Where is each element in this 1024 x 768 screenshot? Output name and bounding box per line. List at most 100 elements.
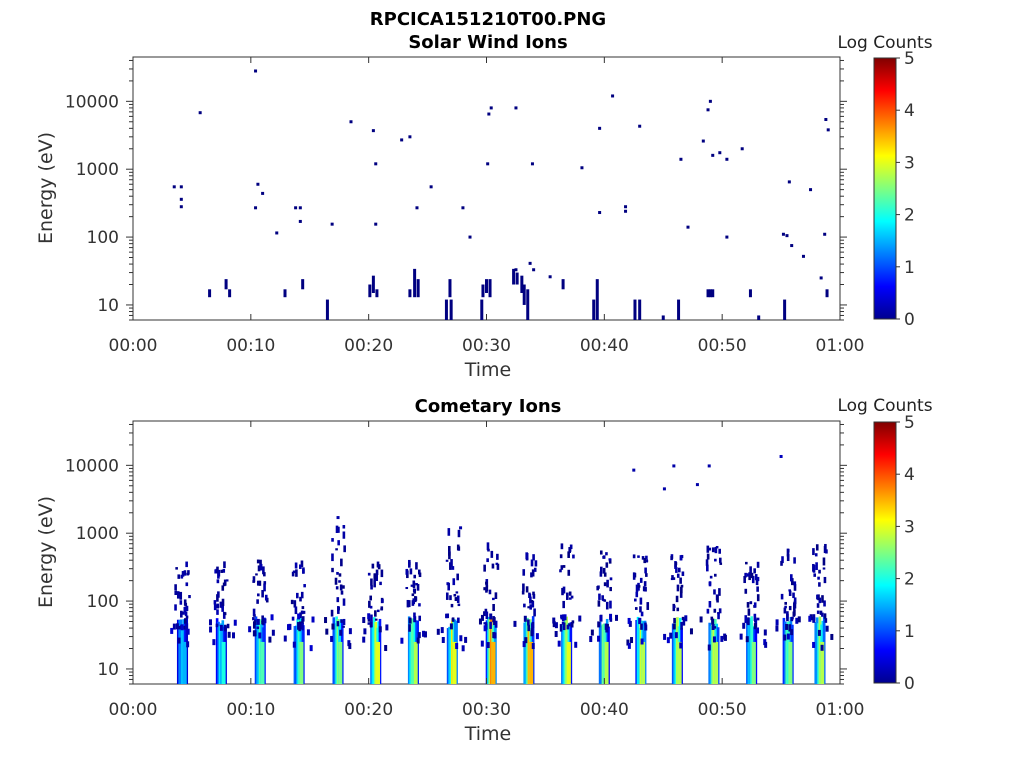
burst-pixel [343,545,346,553]
burst-pixel [681,616,685,620]
burst-pixel [531,623,534,630]
burst-pixel [708,547,712,551]
burst-pixel [663,633,667,640]
burst-pixel [405,586,409,590]
burst-pixel [637,555,640,558]
burst-pixel [788,590,792,596]
burst-pixel [682,618,686,626]
burst-pixel [299,596,302,602]
burst-pixel [569,597,572,600]
data-column [748,289,752,298]
burst-pixel [342,525,346,529]
data-pixel [528,261,532,265]
data-layer-cometary [170,454,834,684]
burst-pixel [560,565,564,570]
burst-pixel [331,567,334,573]
burst-core [708,622,711,684]
data-column [522,284,526,305]
data-pixel [172,185,176,189]
burst-pixel [423,631,427,638]
burst-pixel [298,624,302,629]
burst-pixel [256,580,260,586]
burst-pixel [793,581,797,586]
burst-pixel [485,587,488,593]
burst-pixel [646,602,650,610]
burst-pixel [567,551,570,558]
burst-pixel [525,586,529,593]
burst-pixel [336,571,339,575]
burst-pixel [216,594,219,602]
burst-pixel [176,591,180,599]
burst-pixel [174,590,178,596]
burst-pixel [599,550,603,555]
burst-pixel [222,582,226,587]
burst-pixel [817,576,820,580]
data-pixel [459,526,463,530]
burst-pixel [180,574,184,579]
data-column [561,279,565,290]
burst-pixel [232,632,236,639]
burst-pixel [226,623,230,629]
burst-pixel [271,629,275,636]
burst-pixel [223,625,227,632]
burst-pixel [675,567,678,573]
burst-pixel [535,633,539,640]
burst-pixel [283,635,287,642]
burst-core [220,623,223,684]
burst-core [671,623,675,684]
burst-pixel [258,632,262,639]
data-pixel [611,94,615,98]
ticks-solar-wind: 00:00 00:10 00:20 00:30 00:40 00:50 01:00 10 100… [65,57,865,356]
burst-pixel [786,553,790,562]
burst-pixel [699,616,703,623]
burst-pixel [775,619,779,626]
burst-core [598,621,602,684]
data-pixel [374,222,378,226]
burst-pixel [562,622,566,631]
burst-pixel [451,618,455,621]
burst-core [748,618,752,684]
burst-pixel [418,603,421,607]
burst-pixel [185,582,189,587]
burst-pixel [185,615,189,619]
burst-pixel [712,636,716,643]
y-tick-label: 1000 [76,160,119,180]
burst-pixel [309,645,313,652]
data-pixel [638,124,642,128]
data-pixel [662,487,666,491]
burst-pixel [563,614,567,621]
burst-pixel [635,584,639,592]
data-pixel [725,235,729,239]
burst-pixel [256,618,260,625]
burst-pixel [180,610,183,618]
burst-pixel [183,599,187,606]
data-pixel [801,254,805,258]
y-axis-label-cometary: Energy (eV) [35,496,57,608]
burst-pixel [486,558,489,563]
data-pixel [809,188,813,192]
burst-pixel [363,628,367,635]
burst-pixel [436,628,440,635]
burst-pixel [369,621,373,628]
burst-pixel [303,584,306,588]
burst-pixel [533,608,536,617]
burst-pixel [295,569,298,577]
data-pixel [632,468,636,472]
burst-pixel [369,605,373,609]
burst-pixel [605,626,609,633]
burst-core [257,621,261,684]
burst-pixel [640,611,644,617]
y-tick-label: 10000 [65,456,119,476]
burst-pixel [453,593,457,597]
data-column [488,279,492,298]
burst-pixel [330,609,334,617]
burst-pixel [746,573,750,577]
burst-pixel [362,636,366,643]
burst-pixel [813,573,817,577]
data-column [444,299,448,320]
burst-pixel [713,573,717,577]
burst-pixel [825,549,828,554]
burst-core [333,623,337,684]
panel-cometary: Cometary Ions 00:00 00:10 00:20 00:30 00:40 0… [35,396,933,745]
burst-pixel [337,526,340,533]
